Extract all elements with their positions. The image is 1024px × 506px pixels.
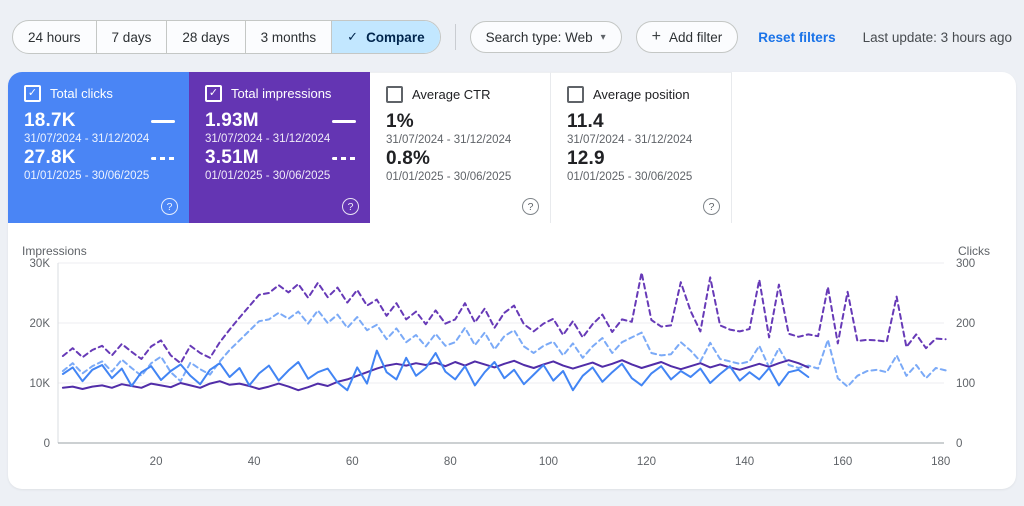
total-clicks-card[interactable]: ✓ Total clicks 18.7K 31/07/2024 - 31/12/… [8, 72, 189, 223]
help-icon[interactable]: ? [161, 198, 178, 215]
svg-text:20: 20 [150, 456, 163, 468]
series-clicks-solid [61, 349, 810, 392]
date-range-24-hours[interactable]: 24 hours [13, 21, 96, 53]
average-ctr-card[interactable]: Average CTR 1% 31/07/2024 - 31/12/2024 0… [370, 72, 551, 223]
date-range-label: Compare [366, 29, 425, 45]
metric-value-period2: 12.9 [567, 148, 605, 169]
svg-text:0: 0 [956, 438, 962, 450]
date-range-period1: 31/07/2024 - 31/12/2024 [24, 133, 150, 145]
last-update-text: Last update: 3 hours ago [862, 29, 1012, 45]
date-range-28-days[interactable]: 28 days [166, 21, 244, 53]
card-title: Average CTR [412, 87, 491, 102]
svg-text:100: 100 [956, 378, 975, 390]
svg-text:0: 0 [44, 438, 50, 450]
svg-text:100: 100 [539, 456, 558, 468]
svg-text:10K: 10K [30, 378, 51, 390]
checkmark-icon: ✓ [27, 87, 38, 99]
metric-value-period1: 1.93M [205, 110, 259, 131]
date-range-period1: 31/07/2024 - 31/12/2024 [386, 134, 512, 146]
date-range-period2: 01/01/2025 - 30/06/2025 [386, 171, 512, 183]
svg-text:30K: 30K [30, 258, 51, 270]
date-range-period1: 31/07/2024 - 31/12/2024 [205, 133, 331, 145]
date-range-label: 7 days [111, 29, 152, 45]
solid-line-legend-icon [332, 119, 356, 123]
metric-value-period2: 27.8K [24, 147, 76, 168]
svg-text:120: 120 [637, 456, 656, 468]
checkmark-icon: ✓ [347, 29, 359, 44]
svg-text:140: 140 [735, 456, 754, 468]
date-range-period2: 01/01/2025 - 30/06/2025 [205, 170, 331, 182]
date-range-compare[interactable]: ✓ Compare [331, 21, 440, 53]
right-axis-title: Clicks [958, 244, 990, 258]
help-icon[interactable]: ? [342, 198, 359, 215]
date-range-7-days[interactable]: 7 days [95, 21, 167, 53]
date-range-label: 3 months [260, 29, 317, 45]
date-range-selector: 24 hours 7 days 28 days 3 months ✓ Compa… [12, 20, 441, 54]
svg-text:40: 40 [248, 456, 261, 468]
date-range-period2: 01/01/2025 - 30/06/2025 [567, 171, 693, 183]
average-ctr-checkbox[interactable] [386, 86, 403, 103]
svg-text:80: 80 [444, 456, 457, 468]
checkmark-icon: ✓ [208, 87, 219, 99]
dashed-line-legend-icon [151, 156, 175, 160]
toolbar: 24 hours 7 days 28 days 3 months ✓ Compa… [12, 20, 1012, 54]
metric-cards: ✓ Total clicks 18.7K 31/07/2024 - 31/12/… [8, 72, 1016, 223]
metric-value-period2: 3.51M [205, 147, 259, 168]
series-impressions-solid [61, 359, 810, 392]
left-axis-title: Impressions [22, 244, 87, 258]
search-type-label: Search type: Web [485, 29, 593, 45]
date-range-label: 24 hours [28, 29, 81, 45]
performance-panel: ✓ Total clicks 18.7K 31/07/2024 - 31/12/… [8, 72, 1016, 489]
add-filter-button[interactable]: + Add filter [635, 21, 739, 53]
average-position-card[interactable]: Average position 11.4 31/07/2024 - 31/12… [551, 72, 732, 223]
reset-filters-link[interactable]: Reset filters [758, 29, 836, 45]
card-title: Total impressions [231, 86, 332, 101]
solid-line-legend-icon [151, 119, 175, 123]
performance-chart[interactable]: Impressions Clicks 0 0 10K 100 20K 200 30K 300 2… [8, 232, 1016, 489]
metric-value-period1: 11.4 [567, 111, 604, 132]
add-filter-label: Add filter [669, 29, 723, 45]
date-range-3-months[interactable]: 3 months [244, 21, 332, 53]
date-range-period2: 01/01/2025 - 30/06/2025 [24, 170, 150, 182]
toolbar-divider [454, 24, 456, 50]
date-range-period1: 31/07/2024 - 31/12/2024 [567, 134, 693, 146]
chevron-down-icon: ▾ [600, 31, 606, 43]
metric-value-period2: 0.8% [386, 148, 431, 169]
date-range-label: 28 days [182, 29, 230, 45]
line-chart-svg[interactable]: 0 0 10K 100 20K 200 30K 300 20 40 60 80 100 120 140 160… [8, 248, 1016, 488]
total-clicks-checkbox[interactable]: ✓ [24, 85, 41, 102]
dashed-line-legend-icon [332, 156, 356, 160]
svg-text:180: 180 [931, 456, 950, 468]
svg-text:200: 200 [956, 318, 975, 330]
svg-text:300: 300 [956, 258, 975, 270]
svg-text:160: 160 [833, 456, 852, 468]
series-clicks-dashed [61, 309, 947, 388]
plus-icon: + [651, 28, 662, 45]
total-impressions-card[interactable]: ✓ Total impressions 1.93M 31/07/2024 - 3… [189, 72, 370, 223]
metric-value-period1: 1% [386, 111, 414, 132]
total-impressions-checkbox[interactable]: ✓ [205, 85, 222, 102]
search-type-dropdown[interactable]: Search type: Web ▾ [469, 21, 622, 53]
card-title: Average position [593, 87, 690, 102]
help-icon[interactable]: ? [522, 198, 539, 215]
card-title: Total clicks [50, 86, 113, 101]
metric-value-period1: 18.7K [24, 110, 76, 131]
average-position-checkbox[interactable] [567, 86, 584, 103]
help-icon[interactable]: ? [703, 198, 720, 215]
svg-text:20K: 20K [30, 318, 51, 330]
series-impressions-dashed [61, 271, 947, 365]
svg-text:60: 60 [346, 456, 359, 468]
